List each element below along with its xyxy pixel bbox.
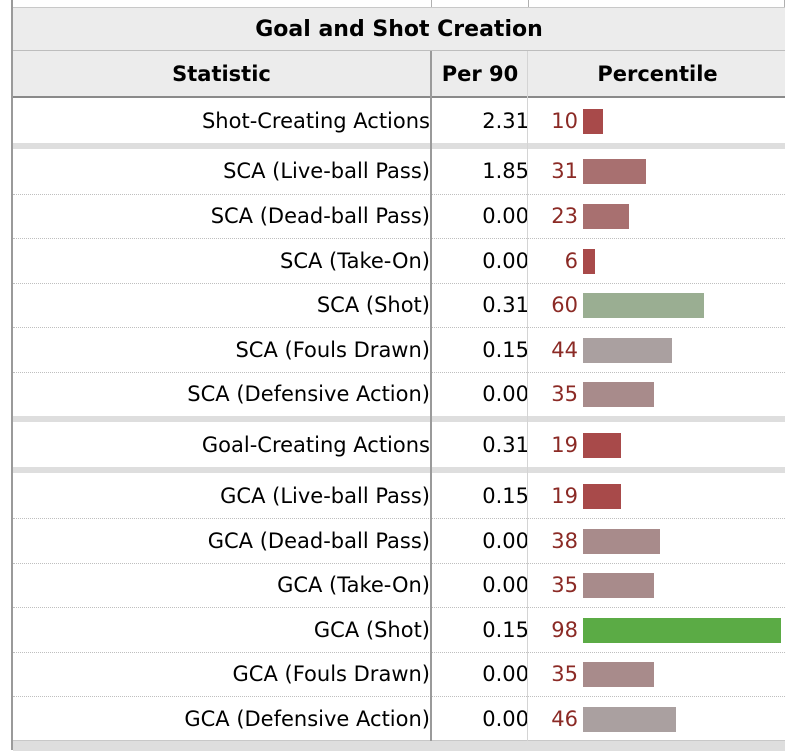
group-separator xyxy=(13,143,785,149)
row-divider xyxy=(13,327,785,328)
percentile-value: 35 xyxy=(551,662,578,686)
stat-name[interactable]: SCA (Fouls Drawn) xyxy=(235,337,430,362)
table-row: GCA (Fouls Drawn) 0.00 35 xyxy=(13,652,785,696)
table-row: SCA (Defensive Action) 0.00 35 xyxy=(13,372,785,416)
table-row: SCA (Live-ball Pass) 1.85 31 xyxy=(13,148,785,194)
table-row: GCA (Take-On) 0.00 35 xyxy=(13,563,785,607)
percentile-bar xyxy=(583,528,660,554)
stat-name[interactable]: GCA (Shot) xyxy=(313,617,430,642)
percentile-bar xyxy=(583,432,621,458)
percentile-value: 10 xyxy=(551,108,578,133)
stat-name[interactable]: GCA (Dead-ball Pass) xyxy=(207,528,430,553)
table-row: Shot-Creating Actions 2.31 10 xyxy=(13,98,785,143)
table-row: GCA (Defensive Action) 0.00 46 xyxy=(13,696,785,741)
per90-value: 0.15 xyxy=(482,483,529,508)
percentile-value: 44 xyxy=(551,337,578,362)
column-divider xyxy=(527,51,528,741)
per90-value: 0.00 xyxy=(482,528,529,553)
table-row: Goal-Creating Actions 0.31 19 xyxy=(13,422,785,467)
percentile-value: 19 xyxy=(551,483,578,508)
percentile-value: 38 xyxy=(551,528,578,553)
table-header: Statistic Per 90 Percentile xyxy=(13,51,785,98)
per90-value: 0.31 xyxy=(482,432,529,457)
row-divider xyxy=(13,563,785,564)
percentile-bar xyxy=(583,108,603,134)
table-row: GCA (Dead-ball Pass) 0.00 38 xyxy=(13,518,785,563)
stat-name[interactable]: GCA (Defensive Action) xyxy=(184,706,430,731)
per90-value: 0.15 xyxy=(482,337,529,362)
per90-value: 2.31 xyxy=(482,108,529,133)
percentile-value: 19 xyxy=(551,432,578,457)
percentile-bar xyxy=(583,293,704,318)
percentile-bar xyxy=(583,204,629,229)
table-title: Goal and Shot Creation xyxy=(13,7,785,51)
table-row: GCA (Shot) 0.15 98 xyxy=(13,607,785,652)
percentile-value: 35 xyxy=(551,382,578,406)
percentile-bar xyxy=(583,573,654,598)
table-row: SCA (Dead-ball Pass) 0.00 23 xyxy=(13,194,785,238)
stat-name[interactable]: Shot-Creating Actions xyxy=(201,108,430,133)
percentile-bar xyxy=(583,706,676,732)
percentile-value: 6 xyxy=(564,248,578,273)
group-separator xyxy=(13,416,785,422)
percentile-value: 98 xyxy=(551,617,578,642)
row-divider xyxy=(13,283,785,284)
stat-name[interactable]: GCA (Take-On) xyxy=(277,573,430,597)
stat-name[interactable]: GCA (Fouls Drawn) xyxy=(232,662,430,686)
percentile-value: 60 xyxy=(551,293,578,317)
stat-name[interactable]: SCA (Take-On) xyxy=(280,248,430,273)
table-row: SCA (Shot) 0.31 60 xyxy=(13,283,785,327)
per90-value: 0.00 xyxy=(482,204,529,228)
row-divider xyxy=(13,238,785,239)
stat-name[interactable]: Goal-Creating Actions xyxy=(201,432,430,457)
stat-name[interactable]: SCA (Dead-ball Pass) xyxy=(210,204,430,228)
per90-value: 0.00 xyxy=(482,662,529,686)
row-divider xyxy=(13,696,785,697)
per90-value: 0.00 xyxy=(482,573,529,597)
per90-value: 0.00 xyxy=(482,248,529,273)
percentile-bar xyxy=(583,382,654,407)
group-separator xyxy=(13,467,785,473)
top-divider xyxy=(431,0,432,7)
stat-name[interactable]: SCA (Defensive Action) xyxy=(187,382,430,406)
per90-value: 0.00 xyxy=(482,382,529,406)
column-divider xyxy=(430,51,432,741)
percentile-bar xyxy=(583,483,621,509)
percentile-bar xyxy=(583,159,646,184)
header-statistic[interactable]: Statistic xyxy=(172,61,271,86)
percentile-bar xyxy=(583,662,654,687)
table-left-border xyxy=(11,0,13,750)
stat-name[interactable]: SCA (Shot) xyxy=(316,293,430,317)
per90-value: 0.15 xyxy=(482,617,529,642)
percentile-value: 35 xyxy=(551,573,578,597)
row-divider xyxy=(13,194,785,195)
stat-name[interactable]: GCA (Live-ball Pass) xyxy=(220,483,430,508)
percentile-bar xyxy=(583,248,595,274)
row-divider xyxy=(13,607,785,608)
header-per-90[interactable]: Per 90 xyxy=(441,61,519,86)
percentile-value: 31 xyxy=(551,159,578,183)
per90-value: 0.00 xyxy=(482,706,529,731)
top-divider xyxy=(528,0,529,7)
percentile-value: 23 xyxy=(551,204,578,228)
row-divider xyxy=(13,652,785,653)
table-row: SCA (Fouls Drawn) 0.15 44 xyxy=(13,327,785,372)
percentile-bar xyxy=(583,337,672,363)
table-row: SCA (Take-On) 0.00 6 xyxy=(13,238,785,283)
row-divider xyxy=(13,518,785,519)
stat-name[interactable]: SCA (Live-ball Pass) xyxy=(223,159,430,183)
table-footer-bar xyxy=(13,740,785,751)
percentile-value: 46 xyxy=(551,706,578,731)
percentile-bar xyxy=(583,617,781,643)
header-percentile[interactable]: Percentile xyxy=(597,61,718,86)
table-row: GCA (Live-ball Pass) 0.15 19 xyxy=(13,473,785,518)
top-divider xyxy=(784,0,785,7)
per90-value: 0.31 xyxy=(482,293,529,317)
per90-value: 1.85 xyxy=(482,159,529,183)
row-divider xyxy=(13,372,785,373)
